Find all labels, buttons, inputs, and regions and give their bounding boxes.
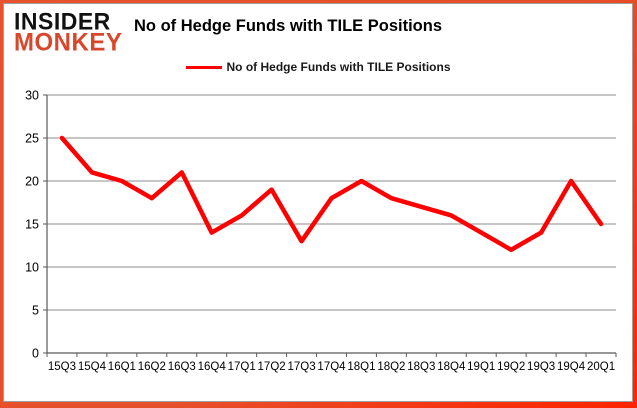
x-axis-label: 17Q3 xyxy=(287,361,315,373)
insider-monkey-logo: INSIDER MONKEY xyxy=(14,7,123,57)
y-axis-label: 5 xyxy=(32,304,39,318)
x-axis-label: 15Q4 xyxy=(78,361,107,373)
y-axis-label: 25 xyxy=(25,132,39,146)
logo-monkey-text: MONKEY xyxy=(14,28,123,57)
x-axis-label: 19Q1 xyxy=(467,361,495,373)
x-axis-label: 16Q1 xyxy=(108,361,136,373)
x-axis-label: 16Q3 xyxy=(168,361,196,373)
x-axis-label: 18Q2 xyxy=(377,361,405,373)
y-axis-label: 0 xyxy=(32,347,39,361)
logo-insider-text: INSIDER xyxy=(14,7,111,35)
x-axis-label: 15Q3 xyxy=(48,361,76,373)
legend-label: No of Hedge Funds with TILE Positions xyxy=(226,60,451,74)
x-axis-label: 19Q3 xyxy=(527,361,555,373)
x-axis-label: 19Q4 xyxy=(557,361,586,373)
x-axis-label: 19Q2 xyxy=(497,361,525,373)
series-line xyxy=(59,135,604,253)
x-axis-label: 18Q1 xyxy=(347,361,375,373)
legend: No of Hedge Funds with TILE Positions xyxy=(4,60,632,74)
y-axis-label: 10 xyxy=(25,261,39,275)
x-axis-label: 17Q1 xyxy=(228,361,256,373)
line-chart: 0 5 10 15 20 25 30 15Q3 15Q4 16Q1 16Q2 16Q3 16Q4 17Q1… xyxy=(25,89,617,373)
y-axis-label: 15 xyxy=(25,218,39,232)
x-axis-label: 17Q2 xyxy=(258,361,286,373)
x-axis-label: 20Q1 xyxy=(587,361,615,373)
y-axis-label: 30 xyxy=(25,89,39,103)
legend-line-swatch xyxy=(185,65,222,69)
x-axis-label: 18Q3 xyxy=(407,361,435,373)
x-axis-label: 16Q4 xyxy=(198,361,227,373)
x-axis-label: 18Q4 xyxy=(437,361,466,373)
y-axis-label: 20 xyxy=(25,175,39,189)
x-axis-label: 16Q2 xyxy=(138,361,166,373)
x-axis-label: 17Q4 xyxy=(317,361,346,373)
chart-canvas: INSIDER MONKEY No of Hedge Funds with TI… xyxy=(3,3,633,402)
chart-title: No of Hedge Funds with TILE Positions xyxy=(134,17,442,35)
